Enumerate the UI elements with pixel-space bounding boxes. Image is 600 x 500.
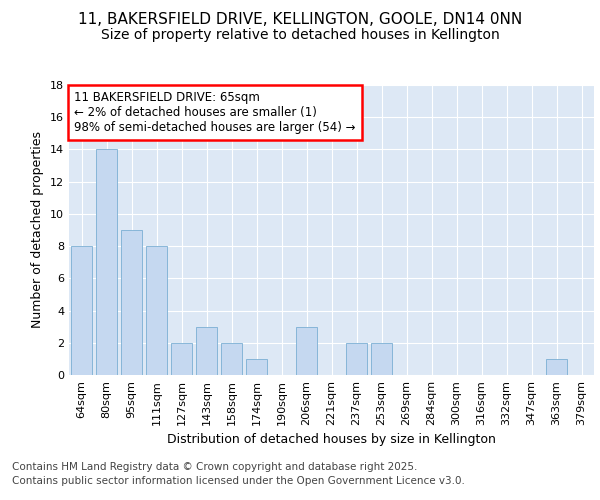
- Bar: [96, 150, 117, 375]
- X-axis label: Distribution of detached houses by size in Kellington: Distribution of detached houses by size …: [167, 434, 496, 446]
- Bar: [346, 343, 367, 375]
- Text: Size of property relative to detached houses in Kellington: Size of property relative to detached ho…: [101, 28, 499, 42]
- Bar: [246, 359, 267, 375]
- Bar: [196, 326, 217, 375]
- Bar: [146, 246, 167, 375]
- Bar: [121, 230, 142, 375]
- Bar: [371, 343, 392, 375]
- Y-axis label: Number of detached properties: Number of detached properties: [31, 132, 44, 328]
- Bar: [546, 359, 567, 375]
- Text: Contains public sector information licensed under the Open Government Licence v3: Contains public sector information licen…: [12, 476, 465, 486]
- Text: 11, BAKERSFIELD DRIVE, KELLINGTON, GOOLE, DN14 0NN: 11, BAKERSFIELD DRIVE, KELLINGTON, GOOLE…: [78, 12, 522, 28]
- Text: Contains HM Land Registry data © Crown copyright and database right 2025.: Contains HM Land Registry data © Crown c…: [12, 462, 418, 472]
- Bar: [71, 246, 92, 375]
- Bar: [296, 326, 317, 375]
- Bar: [171, 343, 192, 375]
- Bar: [221, 343, 242, 375]
- Text: 11 BAKERSFIELD DRIVE: 65sqm
← 2% of detached houses are smaller (1)
98% of semi-: 11 BAKERSFIELD DRIVE: 65sqm ← 2% of deta…: [74, 91, 356, 134]
